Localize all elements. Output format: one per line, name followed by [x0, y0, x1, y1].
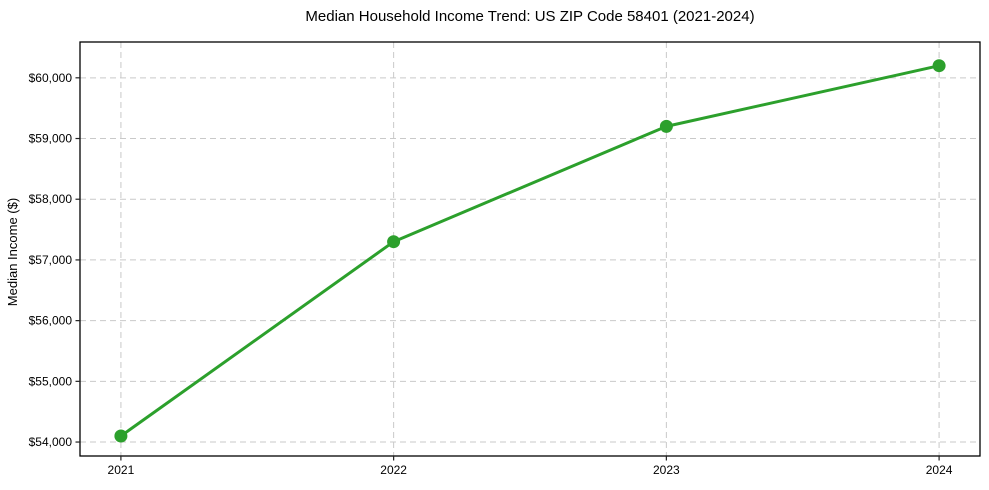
chart-title: Median Household Income Trend: US ZIP Co…: [305, 8, 754, 25]
data-point-markers: [114, 59, 946, 443]
y-tick-label: $59,000: [29, 132, 73, 146]
x-tick-label: 2023: [653, 463, 680, 477]
data-point: [387, 235, 401, 249]
y-tick-label: $55,000: [29, 374, 73, 388]
x-tick-labels: 2021 2022 2023 2024: [108, 463, 953, 477]
y-tick-label: $58,000: [29, 192, 73, 206]
x-tick-label: 2022: [380, 463, 407, 477]
data-point: [114, 429, 128, 443]
y-tick-label: $54,000: [29, 435, 73, 449]
y-tick-labels: $54,000 $55,000 $56,000 $57,000 $58,000 $59,0…: [29, 71, 73, 449]
x-tick-label: 2021: [108, 463, 135, 477]
y-tick-label: $60,000: [29, 71, 73, 85]
data-point: [932, 59, 946, 73]
axis-ticks: [75, 77, 940, 461]
gridlines: [80, 42, 980, 456]
x-tick-label: 2024: [926, 463, 953, 477]
y-tick-label: $56,000: [29, 314, 73, 328]
trend-line: [119, 64, 941, 438]
y-axis-label: Median Income ($): [5, 198, 20, 306]
plot-border: [79, 41, 981, 457]
data-point: [659, 119, 673, 133]
y-tick-label: $57,000: [29, 253, 73, 267]
